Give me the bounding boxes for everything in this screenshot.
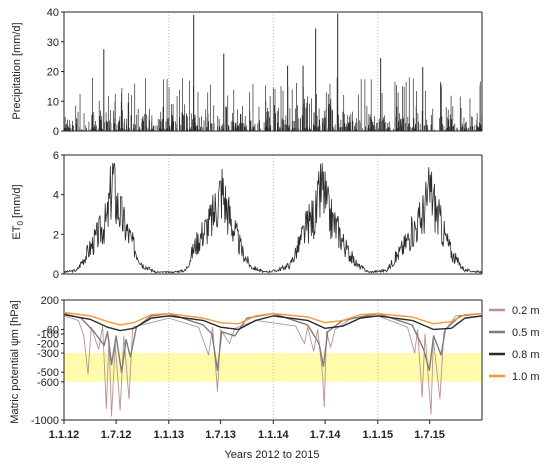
mp-ytick-label: -1000 — [31, 415, 59, 427]
mp-ytick-label: -600 — [37, 377, 59, 389]
et0-ytick-label: 0 — [53, 269, 59, 281]
legend-label: 0.5 m — [512, 327, 540, 339]
mp-xtick-label: 1.7.15 — [414, 429, 445, 441]
precip-series — [64, 77, 483, 131]
matric-potential-ylabel: Matric potential ψm [hPa] — [9, 300, 21, 423]
mp-ytick-label: -100 — [37, 329, 59, 341]
et0-ytick-label: 2 — [53, 229, 59, 241]
mp-xtick-label: 1.7.13 — [205, 429, 236, 441]
legend-label: 1.0 m — [512, 371, 540, 383]
precip-ytick-label: 40 — [47, 7, 59, 19]
et0-ylabel: ET0 [mm/d] — [11, 184, 25, 239]
mp-ytick-label: -60 — [43, 324, 59, 336]
series-line-08 — [63, 314, 483, 332]
series-line-02 — [63, 313, 483, 417]
mp-xtick-label: 1.1.13 — [153, 429, 184, 441]
precip-ytick-label: 30 — [47, 37, 59, 49]
mp-ytick-label: -300 — [37, 348, 59, 360]
et0-ytick-label: 4 — [53, 190, 59, 202]
mp-xtick-label: 1.1.15 — [362, 429, 393, 441]
et0-panel: 0 2 4 6 — [53, 150, 483, 281]
series-line-05 — [63, 312, 483, 373]
precip-ytick-label: 20 — [47, 67, 59, 79]
precipitation-panel: 0 10 20 30 40 — [47, 7, 483, 138]
legend-label: 0.8 m — [512, 349, 540, 361]
precip-ytick-label: 0 — [53, 126, 59, 138]
mp-ytick-label: -500 — [37, 367, 59, 379]
matric-potential-panel: 200 -60-100-200-300 -500-600 -1000 1.1.12 1.7… — [31, 295, 483, 441]
et0-series — [63, 162, 483, 274]
mp-ytick-label: -200 — [37, 339, 59, 351]
mp-xtick-label: 1.7.12 — [101, 429, 132, 441]
series-line-10 — [63, 311, 483, 326]
x-axis-label: Years 2012 to 2015 — [224, 449, 319, 461]
legend-label: 0.2 m — [512, 305, 540, 317]
mp-xtick-label: 1.1.14 — [258, 429, 289, 441]
mp-xtick-label: 1.7.14 — [310, 429, 341, 441]
et0-ytick-label: 6 — [53, 150, 59, 162]
mp-ytick-label: 200 — [41, 295, 59, 307]
precip-ytick-label: 10 — [47, 96, 59, 108]
legend: 0.2 m 0.5 m 0.8 m 1.0 m — [489, 305, 540, 383]
mp-xtick-label: 1.1.12 — [49, 429, 80, 441]
precipitation-ylabel: Precipitation [mm/d] — [11, 22, 23, 119]
